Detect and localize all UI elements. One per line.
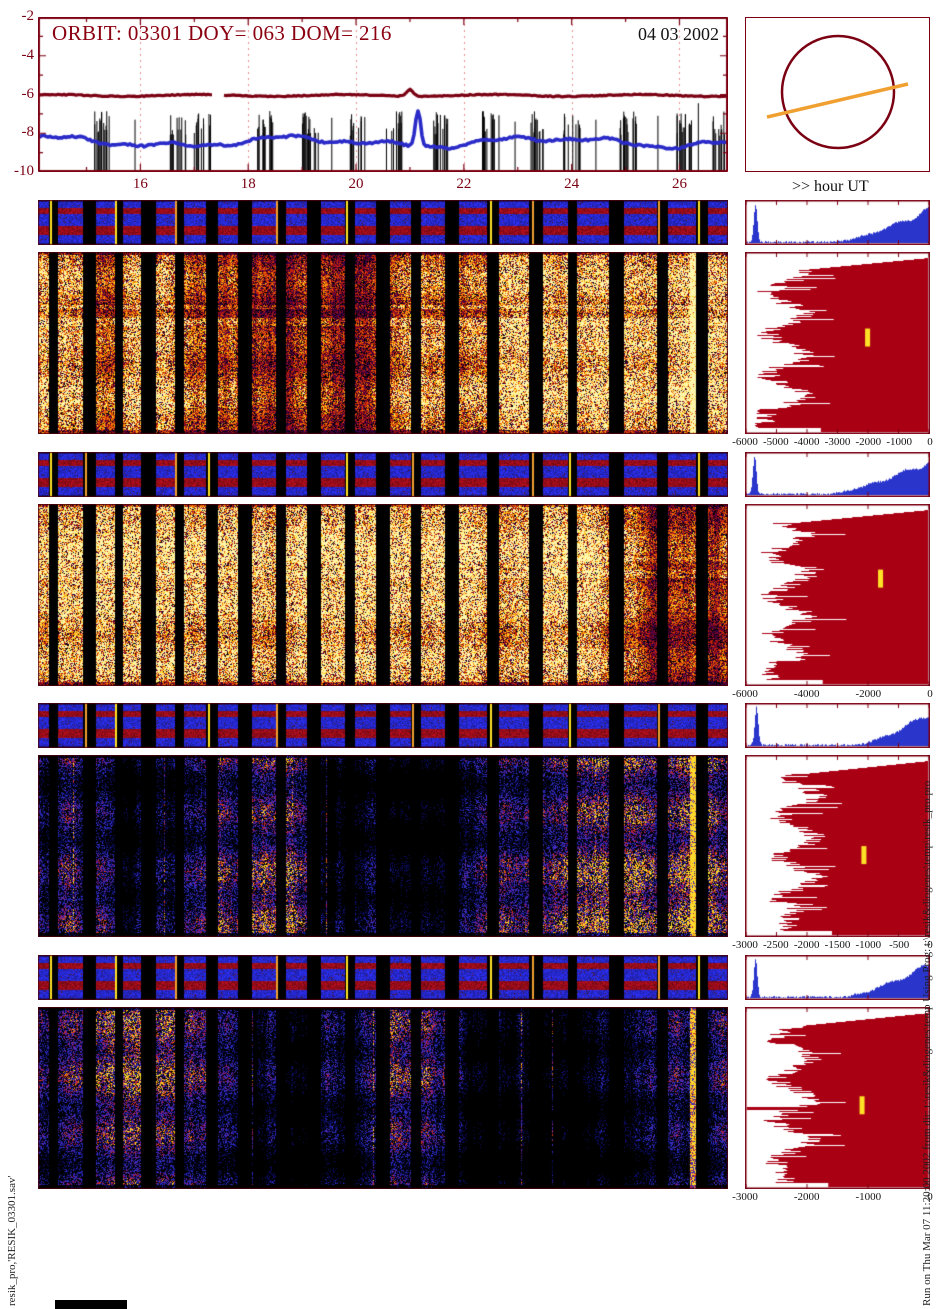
- histogram-blue-canvas: [745, 452, 930, 497]
- hist-axis-tick: -4000: [793, 436, 820, 448]
- hist-axis-tick: -1000: [886, 436, 912, 448]
- context-strip-canvas: [38, 703, 728, 748]
- hist-axis-labels: -3000 -2500 -2000 -1500 -1000 -500 0: [732, 939, 933, 952]
- hist-axis-tick: 0: [927, 939, 933, 951]
- sun-disk-graphic: [766, 34, 909, 150]
- scan-line: [766, 82, 909, 119]
- hist-axis-tick: -2000: [793, 939, 820, 951]
- hist-axis-tick: 0: [927, 1191, 933, 1203]
- date-label: 04 03 2002: [638, 24, 719, 44]
- hist-axis-tick: -3000: [732, 939, 758, 951]
- sun-disk-panel: [745, 17, 930, 172]
- y-tick-label: -10: [14, 163, 34, 179]
- right-run-note: Run on Thu Mar 07 11:20:00 2002 from dir…: [921, 780, 933, 1306]
- hist-axis-tick: -2500: [762, 939, 789, 951]
- hist-axis-tick: -1000: [855, 939, 882, 951]
- timeline-panel: ORBIT: 03301 DOY= 063 DOM= 216 04 03 200…: [38, 17, 728, 172]
- hist-axis-tick: -1500: [824, 939, 851, 951]
- y-tick-label: -8: [21, 124, 35, 141]
- y-tick-label: -4: [21, 46, 35, 63]
- hour-ut-label: >> hour UT: [792, 178, 869, 195]
- spectrogram-canvas: [38, 504, 728, 686]
- x-tick-label: 18: [240, 176, 256, 192]
- x-tick-label: 22: [456, 176, 472, 192]
- hist-axis-labels: -3000 -2000 -1000 0: [732, 1191, 933, 1204]
- context-strip-canvas: [38, 955, 728, 1000]
- histogram-blue-canvas: [745, 703, 930, 748]
- hist-axis-tick: -2000: [793, 1191, 820, 1203]
- orbit-title: ORBIT: 03301 DOY= 063 DOM= 216: [52, 21, 392, 45]
- spectrogram-canvas: [38, 1007, 728, 1189]
- hist-axis-labels: -6000 -5000 -4000 -3000 -2000 -1000 0: [732, 436, 933, 449]
- x-tick-label: 20: [348, 176, 364, 192]
- histogram-red-canvas: [745, 504, 930, 686]
- y-tick-label: -6: [21, 85, 35, 102]
- histogram-blue-canvas: [745, 955, 930, 1000]
- histogram-red-canvas: [745, 1007, 930, 1189]
- histogram-red-canvas: [745, 755, 930, 937]
- y-tick-label: -2: [21, 8, 35, 24]
- hist-axis-tick: -3000: [824, 436, 851, 448]
- histogram-red-canvas: [745, 252, 930, 434]
- hist-axis-tick: -4000: [793, 688, 820, 700]
- hist-axis-tick: -3000: [732, 1191, 758, 1203]
- spectrogram-canvas: [38, 252, 728, 434]
- hist-axis-tick: 0: [927, 688, 933, 700]
- hist-axis-tick: 0: [927, 436, 933, 448]
- hist-axis-tick: -2000: [855, 436, 882, 448]
- page-edge-artifact: [55, 1300, 127, 1309]
- hist-axis-labels: -6000 -4000 -2000 0: [732, 688, 933, 701]
- left-run-note: resik_pro,'RESIK_03301.sav': [6, 1175, 18, 1306]
- hist-axis-tick: -5000: [762, 436, 789, 448]
- hist-axis-tick: -2000: [855, 688, 882, 700]
- x-tick-label: 24: [564, 176, 580, 192]
- histogram-blue-canvas: [745, 200, 930, 245]
- solar-disk-circle: [780, 34, 896, 150]
- timeline-canvas: [38, 17, 728, 172]
- x-tick-label: 16: [132, 176, 148, 192]
- spectrogram-canvas: [38, 755, 728, 937]
- context-strip-canvas: [38, 452, 728, 497]
- hist-axis-tick: -500: [889, 939, 910, 951]
- context-strip-canvas: [38, 200, 728, 245]
- hist-axis-tick: -6000: [732, 688, 758, 700]
- hist-axis-tick: -6000: [732, 436, 758, 448]
- hist-axis-tick: -1000: [855, 1191, 882, 1203]
- x-tick-label: 26: [671, 176, 687, 192]
